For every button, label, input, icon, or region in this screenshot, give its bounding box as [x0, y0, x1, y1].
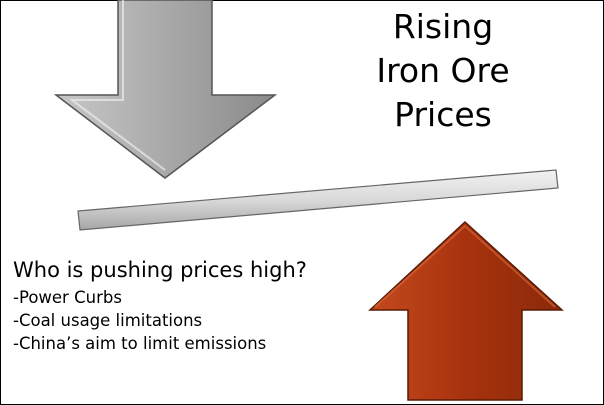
bullet: -Power Curbs [13, 288, 122, 307]
question: Who is pushing prices high? [13, 258, 307, 282]
balance-plank [77, 169, 559, 231]
bullet: -China’s aim to limit emissions [13, 334, 266, 353]
up-arrow [368, 220, 564, 401]
up-arrow-bevel [374, 224, 556, 308]
title-line: Prices [394, 95, 492, 134]
bullet: -Coal usage limitations [13, 311, 202, 330]
down-arrow-bevel [69, 0, 166, 171]
title-line: Rising [393, 7, 493, 46]
down-arrow [53, 0, 278, 179]
title-line: Iron Ore [376, 51, 509, 90]
